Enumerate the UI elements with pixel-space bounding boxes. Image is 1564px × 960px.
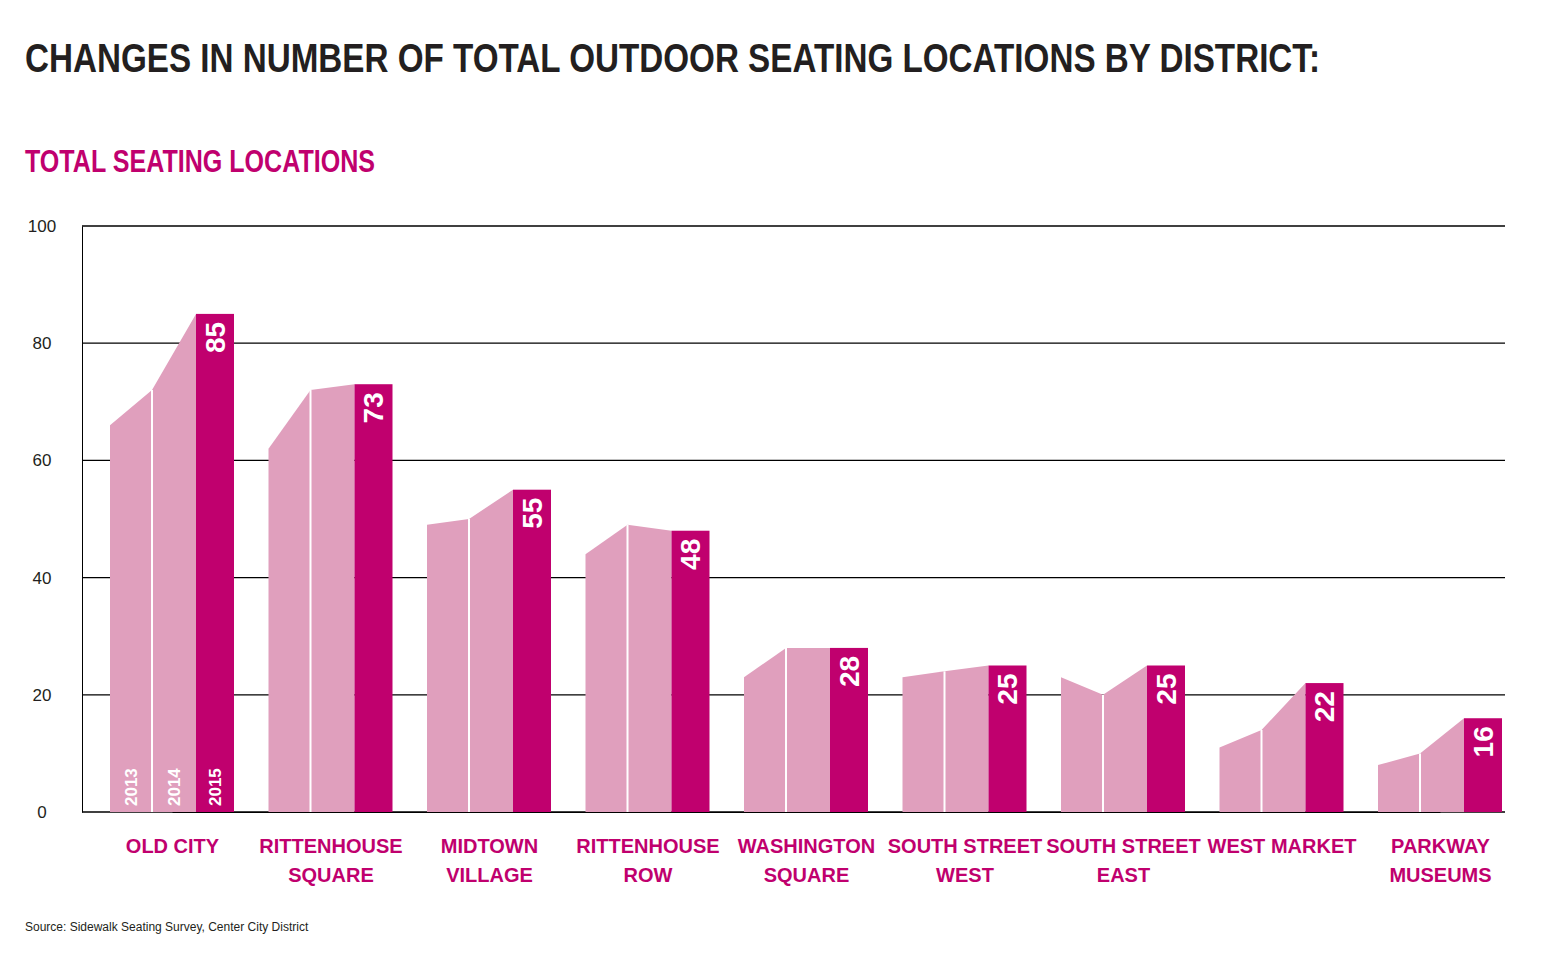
- y-tick: 20: [33, 686, 82, 705]
- x-tick-label: WEST MARKET: [1208, 835, 1357, 857]
- area: [1378, 718, 1464, 812]
- x-tick-label: OLD CITY: [126, 835, 220, 857]
- x-tick: SOUTH STREET WEST: [888, 812, 1042, 886]
- y-tick-label: 20: [33, 686, 52, 705]
- divider: [1419, 753, 1421, 812]
- y-tick-label: 100: [28, 217, 56, 236]
- x-tick-label-line: VILLAGE: [446, 864, 533, 886]
- bar: [513, 490, 551, 812]
- bar: [830, 648, 868, 812]
- y-tick: 40: [33, 569, 82, 588]
- x-tick-label-line: WASHINGTON: [738, 835, 875, 857]
- x-tick-label-line: SOUTH STREET: [888, 835, 1042, 857]
- area: [903, 666, 989, 813]
- data-label: 22: [1309, 691, 1340, 722]
- area: [744, 648, 830, 812]
- y-tick: 80: [33, 334, 82, 353]
- x-tick-label-line: OLD CITY: [126, 835, 220, 857]
- legend-label: 2015: [206, 768, 225, 806]
- subtitle: TOTAL SEATING LOCATIONS: [25, 143, 375, 179]
- area: [427, 490, 513, 812]
- x-tick-label-line: MIDTOWN: [441, 835, 538, 857]
- chart: CHANGES IN NUMBER OF TOTAL OUTDOOR SEATI…: [0, 0, 1564, 960]
- x-tick-label-line: MUSEUMS: [1389, 864, 1491, 886]
- x-tick-label: SOUTH STREET EAST: [1046, 835, 1200, 886]
- x-tick: SOUTH STREET EAST: [1046, 812, 1200, 886]
- x-tick: WEST MARKET: [1208, 812, 1357, 857]
- data-label: 73: [358, 392, 389, 423]
- bar: [1464, 718, 1502, 812]
- bar: [672, 531, 710, 812]
- data-label: 48: [675, 539, 706, 570]
- data-label: 85: [200, 322, 231, 353]
- grid-line: [82, 225, 1505, 226]
- x-tick-label: RITTENHOUSE SQUARE: [259, 835, 402, 886]
- source: Source: Sidewalk Seating Survey, Center …: [25, 920, 309, 934]
- x-tick: RITTENHOUSE SQUARE: [259, 812, 402, 886]
- legend: 2013 2014 2015: [122, 768, 225, 806]
- x-tick-label-line: WEST MARKET: [1208, 835, 1357, 857]
- area: [269, 384, 355, 812]
- divider: [1102, 695, 1104, 812]
- x-tick: WASHINGTON SQUARE: [738, 812, 875, 886]
- bar: [355, 384, 393, 812]
- x-tick-label-line: RITTENHOUSE: [259, 835, 402, 857]
- area: [110, 314, 196, 812]
- x-tick-label-line: PARKWAY: [1391, 835, 1491, 857]
- y-axis: 0 20 40 60 80 100: [28, 217, 83, 822]
- x-axis: OLD CITY RITTENHOUSE SQUARE MIDTOWN VILLAGE R…: [126, 812, 1492, 886]
- x-tick-label-line: SQUARE: [288, 864, 374, 886]
- x-tick: OLD CITY: [126, 812, 220, 857]
- x-tick-label: WASHINGTON SQUARE: [738, 835, 875, 886]
- divider: [944, 671, 946, 812]
- x-tick: PARKWAY MUSEUMS: [1389, 812, 1491, 886]
- x-tick: MIDTOWN VILLAGE: [441, 812, 538, 886]
- x-tick-label-line: SQUARE: [764, 864, 850, 886]
- area: [1220, 683, 1306, 812]
- y-tick-label: 60: [33, 451, 52, 470]
- x-tick-label-line: SOUTH STREET: [1046, 835, 1200, 857]
- data-label: 55: [517, 498, 548, 529]
- x-tick-label: MIDTOWN VILLAGE: [441, 835, 538, 886]
- divider: [310, 390, 312, 812]
- divider: [1261, 730, 1263, 812]
- bar: [989, 666, 1027, 813]
- legend-label: 2014: [165, 768, 184, 806]
- y-tick: 0: [37, 803, 82, 822]
- x-tick-label: PARKWAY MUSEUMS: [1389, 835, 1491, 886]
- area: [586, 525, 672, 812]
- divider: [785, 648, 787, 812]
- title: CHANGES IN NUMBER OF TOTAL OUTDOOR SEATI…: [25, 36, 1320, 80]
- x-axis-line: [173, 812, 1441, 813]
- data-label: 25: [992, 674, 1023, 705]
- data-label: 28: [834, 656, 865, 687]
- bar: [1147, 666, 1185, 813]
- legend-label: 2013: [122, 768, 141, 806]
- y-axis-line: [82, 227, 83, 813]
- grid: [82, 226, 1505, 812]
- bar: [196, 314, 234, 812]
- x-tick-label-line: WEST: [936, 864, 994, 886]
- area: [1061, 666, 1147, 813]
- y-tick: 100: [28, 217, 82, 236]
- x-tick: RITTENHOUSE ROW: [576, 812, 719, 886]
- divider: [468, 519, 470, 812]
- x-tick-label: SOUTH STREET WEST: [888, 835, 1042, 886]
- bar: [1306, 683, 1344, 812]
- y-tick-label: 80: [33, 334, 52, 353]
- marks: [110, 314, 1502, 812]
- divider: [151, 390, 153, 812]
- x-tick-label-line: RITTENHOUSE: [576, 835, 719, 857]
- x-tick-label: RITTENHOUSE ROW: [576, 835, 719, 886]
- grid-line: [82, 343, 1505, 344]
- x-tick-label-line: EAST: [1097, 864, 1150, 886]
- divider: [627, 525, 629, 812]
- data-label: 25: [1151, 674, 1182, 705]
- y-tick-label: 40: [33, 569, 52, 588]
- y-tick: 60: [33, 451, 82, 470]
- y-tick-label: 0: [37, 803, 46, 822]
- x-tick-label-line: ROW: [624, 864, 673, 886]
- data-label: 16: [1468, 726, 1499, 757]
- data-labels: 85 73 55 48 28 25 25 22 16: [200, 322, 1499, 757]
